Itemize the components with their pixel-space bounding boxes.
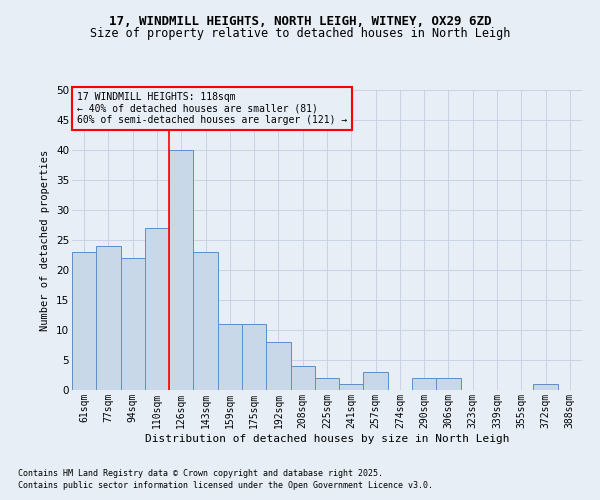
Text: 17, WINDMILL HEIGHTS, NORTH LEIGH, WITNEY, OX29 6ZD: 17, WINDMILL HEIGHTS, NORTH LEIGH, WITNE… [109, 15, 491, 28]
Bar [218, 324, 242, 390]
Text: Size of property relative to detached houses in North Leigh: Size of property relative to detached ho… [90, 28, 510, 40]
Bar [364, 372, 388, 390]
Bar [339, 384, 364, 390]
Bar [169, 150, 193, 390]
Bar [266, 342, 290, 390]
Text: Contains public sector information licensed under the Open Government Licence v3: Contains public sector information licen… [18, 481, 433, 490]
Bar [96, 246, 121, 390]
Bar [412, 378, 436, 390]
X-axis label: Distribution of detached houses by size in North Leigh: Distribution of detached houses by size … [145, 434, 509, 444]
Bar [193, 252, 218, 390]
Bar [290, 366, 315, 390]
Bar [242, 324, 266, 390]
Text: 17 WINDMILL HEIGHTS: 118sqm
← 40% of detached houses are smaller (81)
60% of sem: 17 WINDMILL HEIGHTS: 118sqm ← 40% of det… [77, 92, 347, 124]
Bar [72, 252, 96, 390]
Y-axis label: Number of detached properties: Number of detached properties [40, 150, 50, 330]
Bar [145, 228, 169, 390]
Bar [315, 378, 339, 390]
Text: Contains HM Land Registry data © Crown copyright and database right 2025.: Contains HM Land Registry data © Crown c… [18, 468, 383, 477]
Bar [121, 258, 145, 390]
Bar [436, 378, 461, 390]
Bar [533, 384, 558, 390]
